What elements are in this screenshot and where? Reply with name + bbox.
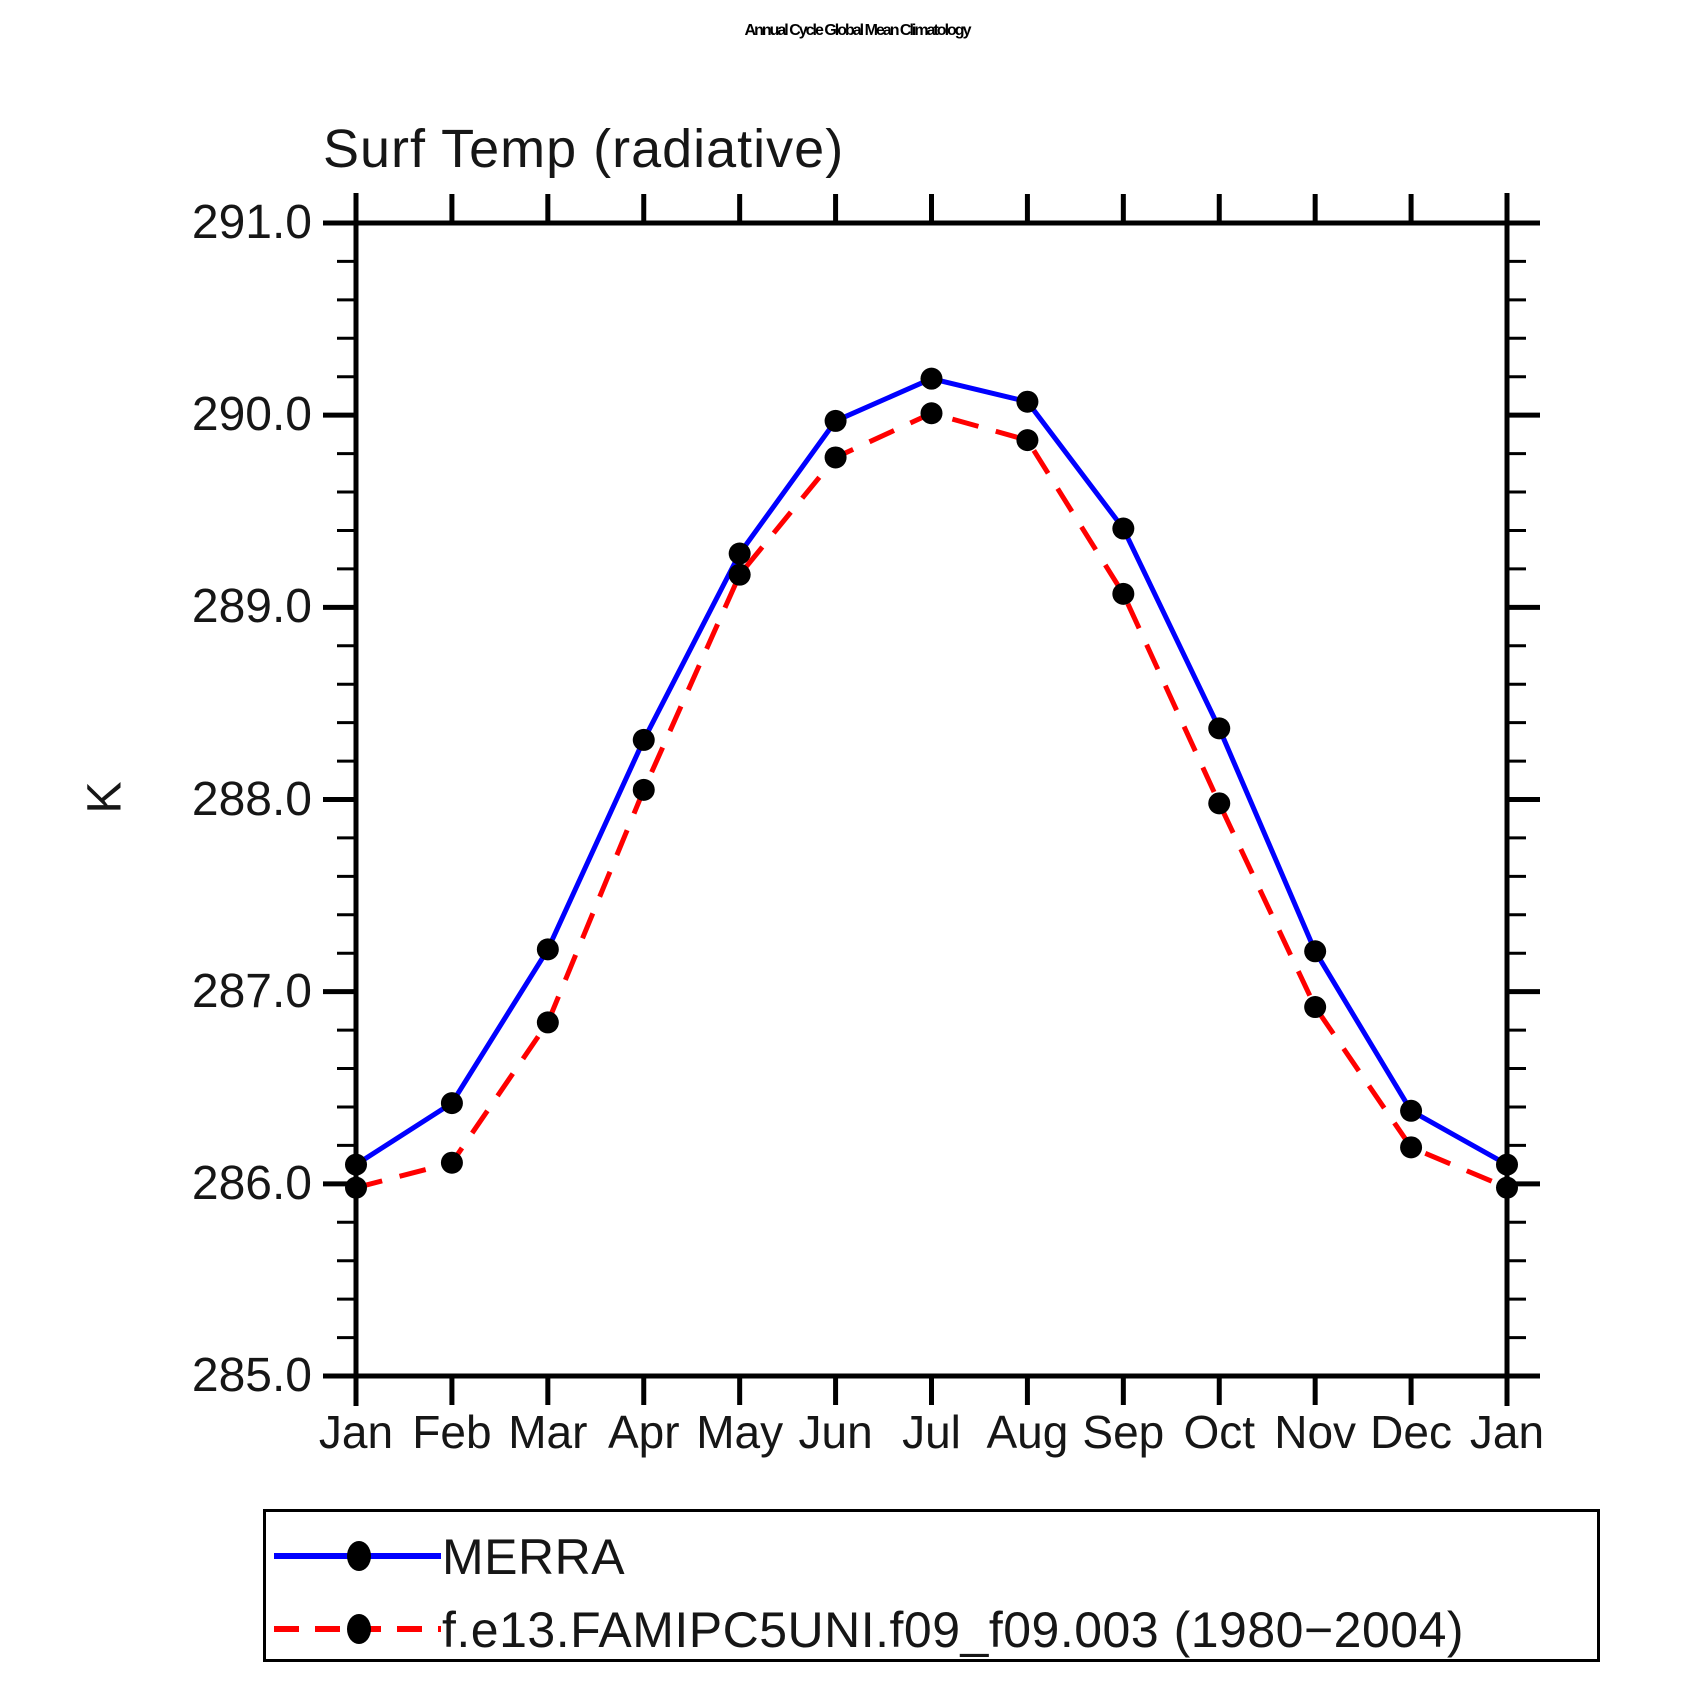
- data-point-marker: [1112, 517, 1135, 540]
- data-point-marker: [920, 367, 943, 390]
- data-point-marker: [1496, 1176, 1518, 1199]
- legend-item-model: f.e13.FAMIPC5UNI.f09_f09.003 (1980−2004): [266, 1599, 1597, 1659]
- x-tick-label: Jan: [318, 1406, 394, 1458]
- data-point-marker: [345, 1153, 367, 1176]
- data-point-marker: [1400, 1099, 1423, 1122]
- data-point-marker: [728, 563, 751, 586]
- x-tick-label: Aug: [986, 1406, 1069, 1458]
- x-tick-label: Jan: [1469, 1406, 1545, 1458]
- series-line-1: [355, 410, 1508, 1191]
- legend: MERRA f.e13.FAMIPC5UNI.f09_f09.003 (1980…: [263, 1509, 1600, 1662]
- data-point-marker: [345, 1176, 367, 1199]
- data-point-marker: [632, 728, 655, 751]
- y-tick-label: 287.0: [191, 964, 312, 1018]
- data-point-marker: [1496, 1153, 1518, 1176]
- x-tick-label: Sep: [1082, 1406, 1165, 1458]
- x-tick-label: Feb: [412, 1406, 492, 1458]
- data-point-marker: [1208, 717, 1231, 740]
- data-point-marker: [1304, 940, 1327, 963]
- x-tick-label: Jul: [902, 1406, 961, 1458]
- data-point-marker: [728, 542, 751, 565]
- data-point-marker: [1400, 1136, 1423, 1159]
- data-point-marker: [632, 778, 655, 801]
- data-point-marker: [1016, 390, 1039, 413]
- data-point-marker: [1016, 429, 1039, 452]
- y-tick-label: 288.0: [191, 772, 312, 826]
- y-tick-label: 285.0: [191, 1349, 312, 1402]
- x-tick-label: Jun: [798, 1406, 873, 1458]
- legend-label-model: f.e13.FAMIPC5UNI.f09_f09.003 (1980−2004): [442, 1602, 1465, 1658]
- data-point-marker: [920, 402, 943, 425]
- x-tick-label: Mar: [508, 1406, 588, 1458]
- x-tick-label: Nov: [1274, 1406, 1357, 1458]
- legend-label-merra: MERRA: [442, 1529, 626, 1585]
- y-tick-label: 289.0: [191, 580, 312, 634]
- x-tick-label: May: [696, 1406, 784, 1458]
- data-point-marker: [824, 446, 847, 469]
- x-tick-label: Oct: [1183, 1406, 1256, 1458]
- y-tick-label: 290.0: [191, 388, 312, 442]
- data-point-marker: [824, 409, 847, 432]
- legend-line-sample-dashed: [274, 1614, 441, 1644]
- data-point-marker: [536, 938, 559, 961]
- legend-item-merra: MERRA: [266, 1526, 1597, 1586]
- y-tick-label: 286.0: [191, 1156, 312, 1210]
- chart-title: Annual Cycle Global Mean Climatology: [744, 22, 972, 39]
- data-point-marker: [1304, 996, 1327, 1019]
- data-point-marker: [536, 1011, 559, 1034]
- y-tick-label: 291.0: [191, 196, 312, 249]
- data-point-marker: [440, 1151, 463, 1174]
- data-point-marker: [1208, 792, 1231, 815]
- chart-subtitle: Surf Temp (radiative): [323, 119, 845, 179]
- x-tick-label: Dec: [1370, 1406, 1452, 1458]
- legend-line-sample-solid: [274, 1541, 441, 1571]
- data-point-marker: [440, 1092, 463, 1115]
- data-point-marker: [1112, 582, 1135, 605]
- x-tick-label: Apr: [607, 1406, 680, 1458]
